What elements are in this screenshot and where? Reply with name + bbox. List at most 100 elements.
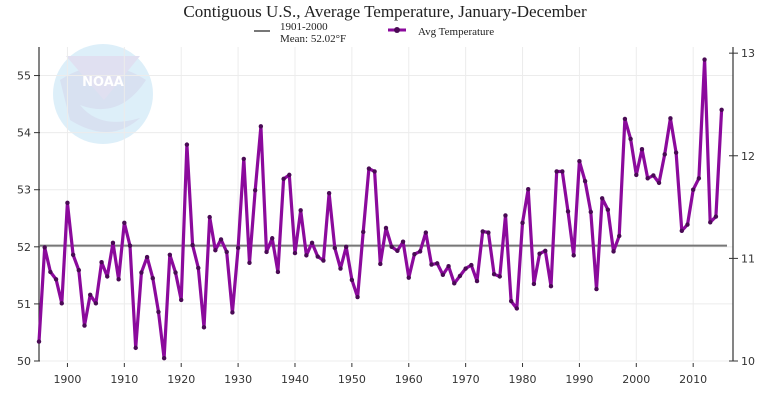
y2-tick-label: 13: [741, 47, 755, 60]
data-point: [668, 116, 673, 121]
data-point: [99, 260, 104, 265]
data-point: [144, 254, 150, 260]
data-point: [201, 325, 207, 330]
y2-tick-label: 11: [741, 252, 755, 265]
data-point: [196, 265, 201, 271]
legend-series-swatch: [388, 27, 406, 33]
data-point: [42, 245, 47, 250]
data-point: [491, 272, 497, 277]
data-point: [173, 270, 178, 275]
data-point: [224, 249, 229, 255]
x-tick-label: 1940: [281, 373, 309, 386]
data-point: [463, 266, 468, 271]
data-point: [440, 272, 446, 277]
data-point: [588, 209, 593, 215]
x-tick-label: 1990: [565, 373, 593, 386]
data-point: [213, 248, 218, 253]
data-point: [526, 186, 531, 192]
data-point: [270, 236, 275, 241]
data-point: [378, 261, 383, 267]
x-tick-label: 2010: [679, 373, 707, 386]
x-tick-label: 1920: [167, 373, 195, 386]
data-point: [361, 229, 366, 235]
data-point: [685, 222, 690, 227]
x-tick-label: 1970: [452, 373, 480, 386]
data-point: [560, 169, 565, 174]
data-point: [230, 310, 235, 315]
data-point: [554, 169, 559, 174]
legend-mean-swatch: [254, 30, 270, 32]
data-point: [389, 244, 394, 250]
legend-mean-label-1: 1901-2000: [280, 21, 328, 33]
data-point: [679, 228, 685, 234]
data-point: [309, 240, 315, 246]
y-tick-label: 55: [17, 70, 31, 83]
data-point: [366, 166, 372, 171]
data-point: [634, 172, 639, 178]
data-point: [452, 281, 457, 286]
data-point: [696, 176, 702, 181]
legend-mean-label-2: Mean: 52.02°F: [280, 33, 347, 45]
x-tick-label: 2000: [622, 373, 650, 386]
data-point: [520, 220, 525, 226]
data-point: [582, 178, 588, 184]
data-point: [82, 323, 87, 328]
data-point: [434, 261, 440, 266]
data-point: [372, 169, 377, 174]
y-tick-label: 51: [17, 298, 31, 311]
data-point: [264, 249, 269, 255]
data-point: [65, 200, 70, 206]
data-point: [469, 262, 474, 268]
data-point: [76, 268, 82, 273]
data-point: [423, 230, 429, 235]
data-point: [400, 239, 406, 244]
data-point: [122, 220, 127, 226]
data-point: [503, 213, 508, 218]
x-tick-label: 1900: [53, 373, 81, 386]
data-point: [105, 274, 110, 279]
data-point: [127, 243, 133, 248]
data-point: [281, 176, 286, 182]
data-point: [59, 301, 64, 306]
data-point: [605, 207, 611, 212]
data-point: [258, 124, 264, 129]
data-point: [292, 250, 298, 256]
y-tick-label: 54: [17, 127, 31, 140]
tick-labels: 1900 1910 1920 1930 1940 1950 1960 1970 1980 1990…: [17, 47, 755, 386]
data-point: [514, 306, 520, 311]
data-point: [184, 142, 190, 147]
data-point: [406, 275, 411, 280]
y2-tick-label: 10: [741, 355, 755, 368]
data-point: [673, 150, 679, 155]
data-point: [167, 252, 173, 258]
data-point: [497, 274, 502, 279]
data-point: [543, 248, 548, 254]
data-point: [275, 269, 281, 275]
data-point: [537, 251, 542, 256]
data-point: [639, 146, 645, 152]
data-point: [343, 244, 349, 250]
data-point: [218, 237, 224, 242]
data-point: [36, 339, 42, 344]
data-point: [179, 297, 184, 303]
x-tick-label: 1950: [338, 373, 366, 386]
data-point: [338, 266, 343, 271]
data-point: [508, 298, 514, 304]
data-point: [457, 273, 463, 279]
data-point: [304, 253, 309, 258]
x-tick-label: 1910: [110, 373, 138, 386]
data-point: [446, 264, 451, 269]
data-point: [349, 277, 355, 283]
data-point: [298, 208, 303, 213]
data-point: [565, 209, 571, 214]
data-point: [150, 276, 155, 281]
data-point: [429, 262, 434, 267]
data-point: [161, 355, 167, 361]
noaa-logo-watermark: NOAA: [53, 44, 153, 144]
data-point: [332, 245, 338, 251]
data-point: [190, 242, 195, 248]
data-point: [116, 277, 121, 282]
data-point: [417, 249, 423, 254]
data-point: [53, 277, 59, 282]
